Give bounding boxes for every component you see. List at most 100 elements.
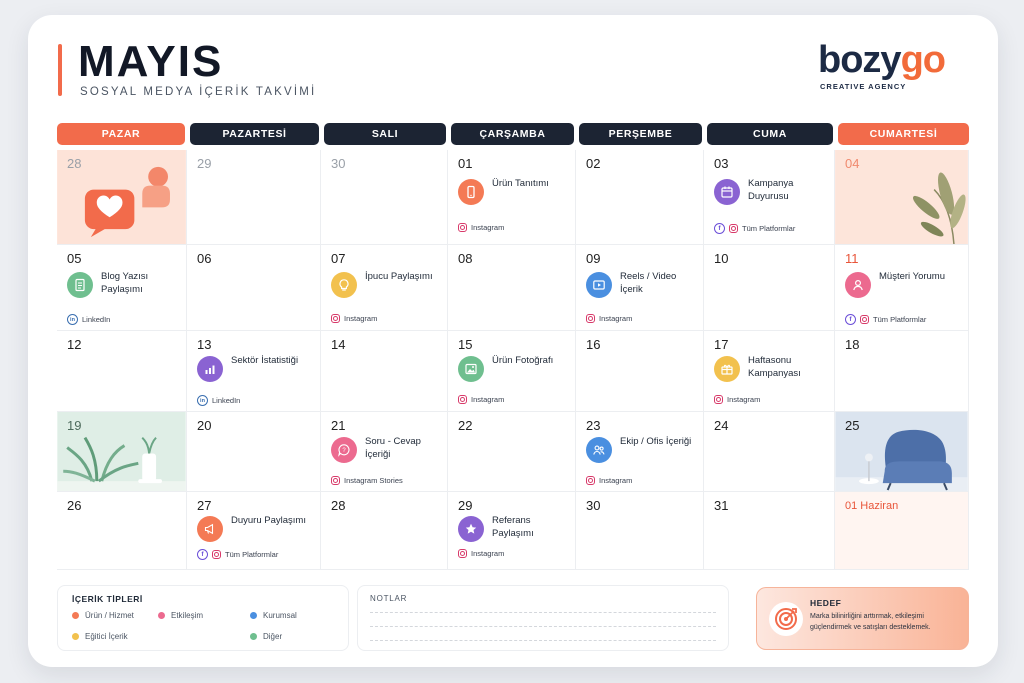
legend-label: Kurumsal	[263, 611, 297, 620]
day-cell-30[interactable]: 30	[576, 492, 704, 570]
day-cell-23[interactable]: 23 Ekip / Ofis İçeriği Instagram	[576, 412, 704, 492]
day-cell-25[interactable]: 25	[835, 412, 969, 492]
day-cell-01[interactable]: 01 Ürün Tanıtımı Instagram	[448, 150, 576, 245]
event-label: Ekip / Ofis İçeriği	[620, 436, 692, 447]
day-number: 18	[845, 337, 860, 352]
day-cell-21[interactable]: 21 ? Soru - Cevap İçeriği Instagram Stor…	[321, 412, 448, 492]
day-number: 31	[714, 498, 729, 513]
goal-card: HEDEF Marka bilinirliğini arttırmak, etk…	[756, 587, 969, 650]
day-cell-18[interactable]: 18	[835, 331, 969, 412]
platform-tag: Instagram	[586, 314, 632, 323]
day-number: 20	[197, 418, 212, 433]
platform-label: Tüm Platformlar	[873, 315, 927, 324]
event-label: Duyuru Paylaşımı	[231, 515, 306, 526]
platform-tag: f Tüm Platformlar	[714, 223, 795, 234]
platform-label: Instagram Stories	[344, 476, 403, 485]
day-cell-28[interactable]: 28	[321, 492, 448, 570]
legend-item: Eğitici İçerik	[72, 632, 128, 641]
weekday-header-pazartesi: PAZARTESİ	[190, 123, 319, 145]
title-accent-bar	[58, 44, 62, 96]
day-cell-13[interactable]: 13 Sektör İstatistiği in LinkedIn	[187, 331, 321, 412]
day-number: 09	[586, 251, 601, 266]
platform-tag: Instagram	[586, 476, 632, 485]
day-cell-11[interactable]: 11 Müşteri Yorumu f Tüm Platformlar	[835, 245, 969, 331]
lightbulb-icon	[331, 272, 357, 298]
day-cell-03[interactable]: 03 Kampanya Duyurusu f Tüm Platformlar	[704, 150, 835, 245]
legend-item: Diğer	[250, 632, 282, 641]
day-cell-29-prev[interactable]: 29	[187, 150, 321, 245]
legend-dot	[158, 612, 165, 619]
megaphone-icon	[197, 516, 223, 542]
logo-word-part-1: bozy	[818, 39, 902, 81]
platform-label: LinkedIn	[212, 396, 241, 405]
notes-title: NOTLAR	[370, 594, 408, 603]
event-label: Reels / Video İçerik	[620, 271, 677, 295]
legend-dot	[250, 633, 257, 640]
day-cell-12[interactable]: 12	[57, 331, 187, 412]
notes-area[interactable]: NOTLAR	[357, 585, 729, 651]
platform-tag: in LinkedIn	[197, 395, 240, 406]
event-label: Haftasonu Kampanyası	[748, 355, 801, 379]
day-number: 21	[331, 418, 346, 433]
platform-label: Tüm Platformlar	[742, 224, 796, 233]
day-number: 04	[845, 156, 860, 171]
day-cell-04-next[interactable]: 04	[835, 150, 969, 245]
day-cell-06[interactable]: 06	[187, 245, 321, 331]
day-cell-09[interactable]: 09 Reels / Video İçerik Instagram	[576, 245, 704, 331]
day-cell-08[interactable]: 08	[448, 245, 576, 331]
day-cell-10[interactable]: 10	[704, 245, 835, 331]
day-cell-16[interactable]: 16	[576, 331, 704, 412]
day-cell-05[interactable]: 05 Blog Yazısı Paylaşımı in LinkedIn	[57, 245, 187, 331]
day-cell-31[interactable]: 31	[704, 492, 835, 570]
instagram-icon	[458, 395, 467, 404]
day-cell-28-prev[interactable]: 28	[57, 150, 187, 245]
day-cell-17[interactable]: 17 Haftasonu Kampanyası Instagram	[704, 331, 835, 412]
day-number: 10	[714, 251, 729, 266]
instagram-icon	[586, 314, 595, 323]
day-cell-30-prev[interactable]: 30	[321, 150, 448, 245]
day-cell-20[interactable]: 20	[187, 412, 321, 492]
platform-label: Instagram	[471, 549, 505, 558]
day-number: 26	[67, 498, 82, 513]
day-number: 28	[67, 156, 82, 171]
event-label: Ürün Tanıtımı	[492, 178, 549, 189]
event-label: Sektör İstatistiği	[231, 355, 299, 366]
legend-title: İÇERİK TİPLERİ	[72, 594, 143, 604]
platform-label: Instagram	[599, 476, 633, 485]
day-cell-07[interactable]: 07 İpucu Paylaşımı Instagram	[321, 245, 448, 331]
instagram-icon	[212, 550, 221, 559]
legend-dot	[72, 633, 79, 640]
day-cell-24[interactable]: 24	[704, 412, 835, 492]
weekday-header-carsamba: ÇARŞAMBA	[451, 123, 574, 145]
legend-label: Eğitici İçerik	[85, 632, 128, 641]
logo-word-part-2: go	[900, 39, 946, 81]
star-icon	[458, 516, 484, 542]
weekday-header-sali: SALI	[324, 123, 446, 145]
facebook-icon: f	[197, 549, 208, 560]
instagram-icon	[860, 315, 869, 324]
day-cell-19[interactable]: 19	[57, 412, 187, 492]
instagram-icon	[331, 476, 340, 485]
armchair-illustration	[835, 412, 968, 491]
facebook-icon: f	[845, 314, 856, 325]
day-cell-29[interactable]: 29 Referans Paylaşımı Instagram	[448, 492, 576, 570]
instagram-icon	[331, 314, 340, 323]
event-label: Ürün Fotoğrafı	[492, 355, 554, 366]
day-cell-26[interactable]: 26	[57, 492, 187, 570]
day-cell-27[interactable]: 27 Duyuru Paylaşımı f Tüm Platformlar	[187, 492, 321, 570]
platform-label: LinkedIn	[82, 315, 111, 324]
day-cell-next-month[interactable]: 01 Haziran	[835, 492, 969, 570]
platform-label: Instagram	[471, 223, 505, 232]
platform-tag: f Tüm Platformlar	[845, 314, 926, 325]
page-subtitle: SOSYAL MEDYA İÇERİK TAKVİMİ	[80, 86, 317, 98]
day-number: 30	[331, 156, 346, 171]
day-number: 17	[714, 337, 729, 352]
day-cell-14[interactable]: 14	[321, 331, 448, 412]
event-label: Kampanya Duyurusu	[748, 178, 794, 202]
day-number: 06	[197, 251, 212, 266]
calendar-grid: 28 29 30 01 Ürün Tanıtımı Instagram 02 0…	[57, 150, 969, 570]
day-cell-15[interactable]: 15 Ürün Fotoğrafı Instagram	[448, 331, 576, 412]
day-cell-02[interactable]: 02	[576, 150, 704, 245]
day-number: 29	[197, 156, 212, 171]
day-cell-22[interactable]: 22	[448, 412, 576, 492]
